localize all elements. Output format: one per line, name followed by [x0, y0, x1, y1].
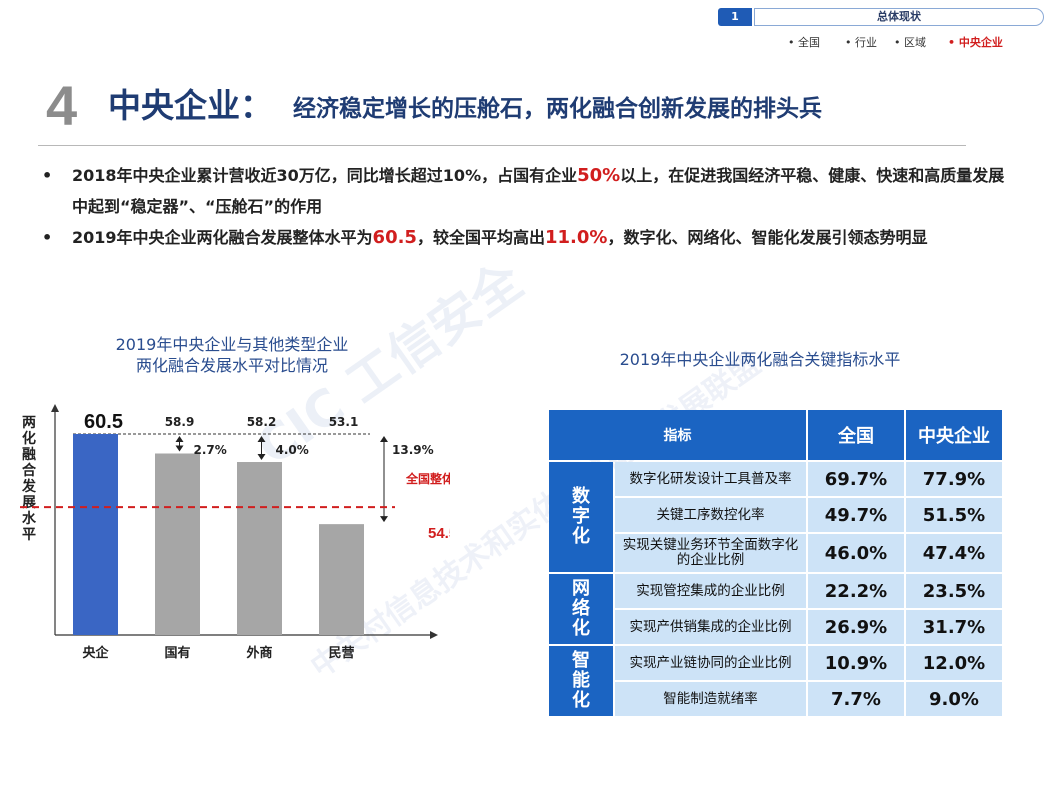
chart-title-line-1: 2019年中央企业与其他类型企业	[115, 335, 349, 354]
bullet-item: • 2018年中央企业累计营收近30万亿，同比增长超过10%，占国有企业50%以上…	[42, 160, 1007, 222]
bullet-list: • 2018年中央企业累计营收近30万亿，同比增长超过10%，占国有企业50%以上…	[42, 160, 1007, 253]
central-value-cell: 31.7%	[906, 610, 1002, 644]
comparison-bar-chart: 60.5 央企 58.9 2.7% 国有 58.2 4.0% 外商 53.1 13.9% 民营 全国整…	[20, 404, 450, 661]
bar-民营	[319, 524, 364, 635]
page-subtitle: 经济稳定增长的压舱石，两化融合创新发展的排头兵	[293, 96, 822, 122]
section-tab[interactable]: 总体现状	[754, 8, 1044, 26]
highlight-value: 11.0%	[544, 227, 608, 248]
bar-外商	[237, 462, 282, 635]
table-row: 智能制造就绪率 7.7% 9.0%	[549, 682, 1002, 716]
reference-value: 54.5	[428, 525, 450, 542]
subnav-item-national[interactable]: • 全国	[788, 36, 820, 49]
subnav-item-central-enterprise[interactable]: • 中央企业	[948, 36, 1003, 49]
bar-央企	[73, 434, 118, 635]
gap-arrow-head-up	[380, 436, 388, 442]
category-label: 数字化	[572, 486, 590, 547]
highlight-value: 50%	[577, 165, 621, 186]
national-value-cell: 46.0%	[808, 534, 904, 572]
section-number: 4	[46, 74, 78, 137]
x-tick-label: 央企	[82, 645, 109, 661]
bullet-text: 2019年中央企业两化融合发展整体水平为	[72, 228, 373, 247]
subnav-item-industry[interactable]: • 行业	[845, 36, 877, 49]
title-divider	[38, 145, 966, 146]
indicator-cell: 实现产供销集成的企业比例	[615, 610, 806, 644]
gap-arrow-head-down	[380, 516, 388, 523]
x-tick-label: 外商	[245, 645, 272, 661]
gap-arrow-head-up	[257, 436, 266, 442]
highlight-value: 60.5	[372, 227, 417, 248]
national-value-cell: 49.7%	[808, 498, 904, 532]
key-indicators-table: 指标 全国 中央企业 数字化 数字化研发设计工具普及率 69.7% 77.9% 关键工序…	[547, 408, 1004, 718]
bullet-text: ，较全国平均高出	[416, 228, 545, 247]
bullet-item: • 2019年中央企业两化融合发展整体水平为60.5，较全国平均高出11.0%，数…	[42, 222, 1007, 253]
indicator-cell: 实现管控集成的企业比例	[615, 574, 806, 608]
table-title: 2019年中央企业两化融合关键指标水平	[619, 350, 901, 369]
category-label: 智能化	[572, 650, 590, 711]
gap-label: 13.9%	[392, 443, 434, 457]
x-tick-label: 国有	[164, 645, 190, 661]
central-value-cell: 23.5%	[906, 574, 1002, 608]
gap-arrow-head-down	[175, 445, 184, 452]
table-row: 关键工序数控化率 49.7% 51.5%	[549, 498, 1002, 532]
header-national: 全国	[808, 410, 904, 460]
bullet-text: 2018年中央企业累计营收近30万亿，同比增长超过10%，占国有企业	[72, 166, 578, 185]
bar-value-label: 53.1	[329, 415, 359, 429]
bar-value-label: 58.9	[165, 415, 195, 429]
gap-label: 4.0%	[276, 443, 309, 457]
indicator-cell: 关键工序数控化率	[615, 498, 806, 532]
bar-value-label: 60.5	[84, 411, 123, 433]
indicator-cell: 智能制造就绪率	[615, 682, 806, 716]
header-indicator: 指标	[549, 410, 806, 460]
reference-label: 全国整体水平	[405, 471, 450, 486]
category-cell: 数字化	[549, 462, 613, 572]
central-value-cell: 12.0%	[906, 646, 1002, 680]
category-cell: 网络化	[549, 574, 613, 644]
table-row: 实现关键业务环节全面数字化的企业比例 46.0% 47.4%	[549, 534, 1002, 572]
central-value-cell: 51.5%	[906, 498, 1002, 532]
gap-label: 2.7%	[194, 443, 227, 457]
indicator-cell: 实现产业链协同的企业比例	[615, 646, 806, 680]
x-tick-label: 民营	[328, 645, 354, 661]
bullet-text: 以上，在促进我国经济平稳、健康、快速和高质量发展中起到“稳定器”、“压舱石”的作…	[72, 166, 1005, 216]
page-number-badge: 1	[718, 8, 752, 26]
table-row: 数字化 数字化研发设计工具普及率 69.7% 77.9%	[549, 462, 1002, 572]
bar-国有	[155, 453, 200, 635]
table-row: 实现产供销集成的企业比例 26.9% 31.7%	[549, 610, 1002, 644]
national-value-cell: 69.7%	[808, 462, 904, 496]
table-header-row: 指标 全国 中央企业	[549, 410, 1002, 460]
table-row: 智能化 实现产业链协同的企业比例 10.9% 12.0%	[549, 646, 1002, 716]
page-title: 中央企业：	[108, 86, 273, 125]
gap-arrow-head-down	[257, 454, 266, 461]
chart-title: 2019年中央企业与其他类型企业 两化融合发展水平对比情况	[82, 334, 382, 376]
gap-arrow-head-up	[175, 436, 184, 442]
bullet-text: ，数字化、网络化、智能化发展引领态势明显	[607, 228, 928, 247]
central-value-cell: 77.9%	[906, 462, 1002, 496]
subnav-item-region[interactable]: • 区域	[894, 36, 926, 49]
central-value-cell: 9.0%	[906, 682, 1002, 716]
chart-title-line-2: 两化融合发展水平对比情况	[135, 356, 328, 375]
y-axis-arrow	[51, 404, 59, 412]
national-value-cell: 10.9%	[808, 646, 904, 680]
indicator-cell: 数字化研发设计工具普及率	[615, 462, 806, 496]
bullet-dot: •	[42, 166, 53, 185]
central-value-cell: 47.4%	[906, 534, 1002, 572]
table-row: 网络化 实现管控集成的企业比例 22.2% 23.5%	[549, 574, 1002, 644]
chart-y-axis-label: 两化融合发展水平	[22, 415, 36, 543]
national-value-cell: 22.2%	[808, 574, 904, 608]
national-value-cell: 26.9%	[808, 610, 904, 644]
x-axis-arrow	[430, 631, 438, 639]
top-navigation: 1 总体现状	[718, 6, 1044, 28]
category-cell: 智能化	[549, 646, 613, 716]
category-label: 网络化	[572, 578, 590, 639]
bullet-dot: •	[42, 228, 53, 247]
header-central: 中央企业	[906, 410, 1002, 460]
indicator-cell: 实现关键业务环节全面数字化的企业比例	[615, 534, 806, 572]
national-value-cell: 7.7%	[808, 682, 904, 716]
bar-value-label: 58.2	[247, 415, 277, 429]
